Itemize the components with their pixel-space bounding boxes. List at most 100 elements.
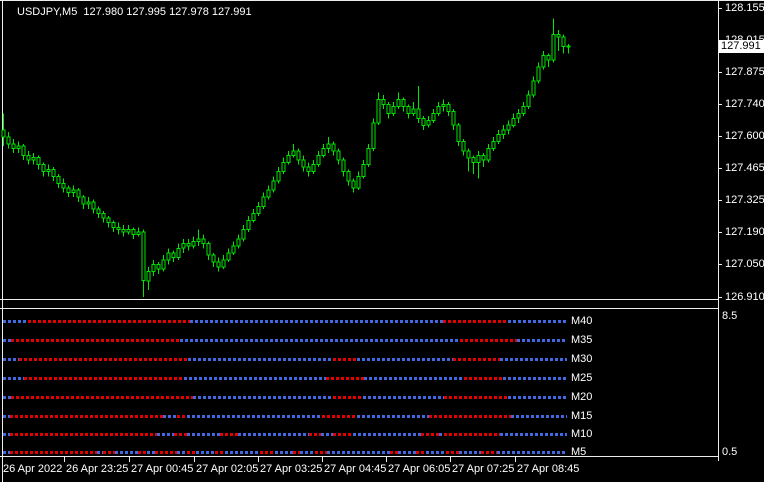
dash-segment-red: [11, 396, 193, 399]
window-left-border: [2, 0, 3, 482]
price-tick: [718, 200, 722, 201]
candle-body: [111, 222, 116, 228]
price-axis-label: 127.050: [725, 258, 764, 270]
candle-body: [406, 106, 411, 115]
candle-body: [211, 254, 216, 263]
dash-segment-red: [326, 377, 364, 380]
candlestick-chart[interactable]: [0, 0, 718, 300]
candle-body: [376, 99, 381, 124]
candle-body: [51, 168, 56, 177]
candle-body: [481, 154, 486, 161]
price-axis[interactable]: 128.155128.015127.875127.740127.600127.4…: [718, 0, 764, 462]
dash-segment-red: [453, 358, 500, 361]
price-axis-label: 127.740: [725, 98, 764, 110]
candle-body: [501, 129, 506, 135]
price-tick: [718, 168, 722, 169]
price-tick: [718, 104, 722, 105]
candle-body: [441, 103, 446, 108]
candle-body: [226, 252, 231, 261]
candle-body: [566, 45, 571, 48]
candle-body: [426, 120, 431, 126]
candle-body: [126, 229, 131, 233]
price-axis-label: 127.465: [725, 162, 764, 174]
candle-body: [531, 80, 536, 96]
dash-segment-red: [28, 320, 190, 323]
candle-body: [401, 99, 406, 108]
time-tick: [515, 457, 516, 462]
candle-body: [436, 106, 441, 115]
candle-body: [266, 189, 271, 198]
dash-segment-red: [10, 415, 163, 418]
dash-segment-blue: [398, 451, 416, 454]
candle-body: [276, 171, 281, 182]
dash-segment-red: [421, 433, 439, 436]
candle-body: [81, 196, 86, 205]
dash-segment-blue: [184, 377, 326, 380]
candle-body: [416, 108, 421, 119]
indicator-row-m30: [0, 358, 718, 361]
dash-segment-red: [10, 451, 97, 454]
candle-body: [116, 226, 121, 231]
candle-body: [556, 34, 561, 38]
candle-body: [411, 108, 416, 115]
candle-body: [261, 196, 266, 207]
price-tick: [718, 8, 722, 9]
candle-body: [241, 229, 246, 240]
subwindow-top-border[interactable]: [0, 308, 718, 309]
dash-segment-blue: [3, 358, 19, 361]
candle-body: [71, 189, 76, 193]
time-axis-label: 27 Apr 06:05: [388, 463, 451, 475]
dash-segment-red: [220, 433, 238, 436]
candle-body: [356, 175, 361, 189]
dash-segment-red: [322, 415, 357, 418]
timeframe-label-m35: M35: [571, 334, 593, 346]
dash-segment-blue: [511, 415, 567, 418]
dash-segment-blue: [364, 377, 464, 380]
dash-segment-blue: [3, 396, 11, 399]
timeframe-label-m10: M10: [571, 428, 593, 440]
candle-body: [546, 55, 551, 61]
candle-body: [1, 129, 6, 138]
time-tick: [386, 457, 387, 462]
dash-segment-blue: [190, 320, 443, 323]
dash-segment-red: [444, 433, 500, 436]
indicator-row-m25: [0, 377, 718, 380]
price-tick: [718, 136, 722, 137]
dash-segment-blue: [225, 451, 260, 454]
candle-body: [286, 154, 291, 163]
dash-segment-blue: [3, 451, 10, 454]
candle-body: [456, 124, 461, 142]
candle-body: [361, 164, 366, 177]
time-tick: [64, 457, 65, 462]
dash-segment-blue: [439, 433, 444, 436]
candle-body: [61, 182, 66, 189]
candle-body: [56, 175, 61, 184]
dash-segment-red: [429, 415, 511, 418]
indicator-pane[interactable]: M40 M35 M30 M25 M20 M15 M10 M5: [0, 308, 718, 458]
candle-body: [506, 124, 511, 131]
indicator-row-m40: [0, 320, 718, 323]
indicator-row-m20: [0, 396, 718, 399]
dash-segment-red: [416, 451, 426, 454]
dash-segment-blue: [500, 358, 567, 361]
dash-segment-blue: [3, 339, 11, 342]
candle-body: [391, 106, 396, 115]
timeframe-label-m30: M30: [571, 353, 593, 365]
candle-body: [316, 154, 321, 166]
candle-body: [36, 157, 41, 166]
price-axis-label: 128.155: [725, 2, 764, 14]
candle-body: [236, 238, 241, 247]
candle-body: [451, 110, 456, 126]
candle-body: [186, 243, 191, 247]
time-tick: [450, 457, 451, 462]
dash-segment-blue: [193, 396, 333, 399]
dash-segment-red: [11, 339, 180, 342]
candle-body: [281, 161, 286, 173]
candle-body: [386, 103, 391, 115]
candle-body: [46, 168, 51, 173]
candle-body: [76, 189, 81, 198]
time-axis[interactable]: 26 Apr 2022 26 Apr 23:25 27 Apr 00:45 27 Ap…: [0, 456, 764, 482]
candle-body: [291, 150, 296, 156]
price-axis-label: 127.600: [725, 130, 764, 142]
candle-body: [191, 240, 196, 247]
